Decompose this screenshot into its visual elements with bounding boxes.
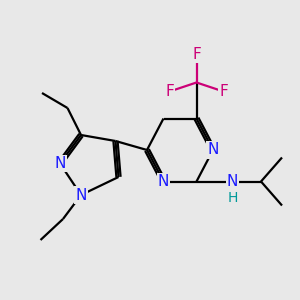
Text: F: F bbox=[165, 84, 174, 99]
Text: N: N bbox=[207, 142, 219, 158]
Text: N: N bbox=[54, 156, 66, 171]
Text: H: H bbox=[227, 191, 238, 205]
Text: F: F bbox=[219, 84, 228, 99]
Text: N: N bbox=[75, 188, 87, 202]
Text: N: N bbox=[227, 174, 238, 189]
Text: F: F bbox=[192, 46, 201, 62]
Text: N: N bbox=[158, 174, 169, 189]
